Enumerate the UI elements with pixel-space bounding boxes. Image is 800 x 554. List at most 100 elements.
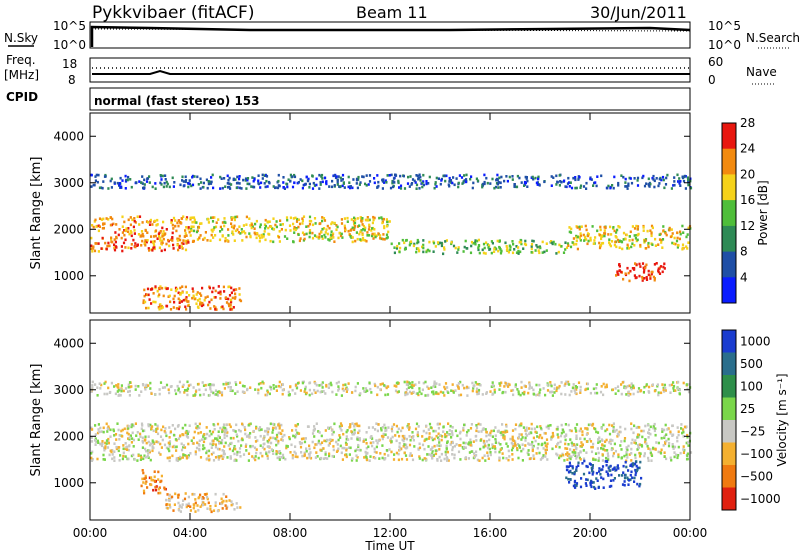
power-cell	[445, 239, 448, 242]
velocity-cell	[394, 434, 397, 437]
velocity-cell	[288, 436, 291, 439]
velocity-cell	[127, 437, 130, 440]
velocity-cell	[385, 449, 388, 452]
velocity-cell	[371, 426, 374, 429]
velocity-cell	[482, 441, 485, 444]
power-cell	[624, 237, 627, 241]
velocity-cell	[313, 380, 316, 384]
velocity-cell	[231, 503, 234, 506]
power-cell	[94, 175, 97, 178]
velocity-cell	[322, 457, 325, 460]
power-cell	[121, 215, 124, 219]
power-cell	[422, 183, 425, 187]
velocity-cell	[324, 451, 327, 454]
power-colorbar-tick: 12	[740, 219, 755, 233]
velocity-cell	[363, 390, 366, 393]
velocity-cell	[483, 442, 486, 446]
velocity-cell	[226, 456, 229, 459]
velocity-cell	[491, 381, 494, 384]
power-cell	[493, 250, 496, 253]
velocity-cell	[670, 458, 673, 462]
power-cell	[245, 187, 248, 190]
velocity-cell	[610, 448, 613, 452]
velocity-cell	[436, 422, 440, 426]
velocity-cell	[525, 429, 528, 432]
velocity-cell	[455, 443, 458, 446]
power-cell	[650, 272, 653, 276]
velocity-cell	[444, 382, 448, 385]
velocity-cell	[606, 460, 609, 463]
velocity-cell	[185, 456, 188, 460]
velocity-cell	[128, 437, 131, 441]
power-cell	[586, 242, 589, 246]
velocity-cell	[368, 459, 371, 462]
velocity-cell	[524, 436, 527, 440]
velocity-cell	[206, 507, 209, 510]
power-cell	[163, 248, 166, 252]
velocity-cell	[446, 459, 449, 462]
velocity-cell	[672, 433, 675, 437]
power-cell	[159, 285, 162, 288]
velocity-cell	[601, 468, 604, 471]
power-cell	[167, 295, 170, 298]
power-cell	[348, 181, 351, 184]
velocity-cell	[267, 445, 271, 448]
power-cell	[645, 276, 648, 279]
power-cell	[422, 243, 425, 247]
power-cell	[221, 221, 224, 224]
velocity-cell	[398, 442, 401, 445]
power-cell	[485, 176, 488, 180]
power-cell	[642, 271, 646, 274]
velocity-cell	[340, 429, 343, 432]
power-cell	[648, 185, 651, 188]
velocity-cell	[576, 455, 579, 458]
velocity-cell	[346, 388, 349, 391]
power-cell	[587, 239, 590, 243]
velocity-cell	[435, 449, 439, 452]
power-cell	[559, 180, 562, 183]
freq-panel	[89, 57, 691, 83]
velocity-cell	[376, 385, 379, 389]
velocity-cell	[553, 391, 556, 394]
power-cell	[361, 217, 364, 220]
velocity-cell	[179, 455, 182, 459]
velocity-cell	[289, 451, 292, 454]
velocity-cell	[269, 422, 272, 426]
power-cell	[251, 176, 254, 179]
power-cell	[417, 249, 421, 253]
velocity-cell	[568, 453, 571, 456]
velocity-cell	[381, 437, 384, 441]
velocity-cell	[238, 447, 242, 450]
power-cell	[613, 243, 616, 247]
velocity-cell	[617, 453, 620, 456]
power-cell	[191, 240, 195, 243]
power-cell	[627, 247, 631, 250]
power-cell	[657, 243, 660, 246]
velocity-cell	[596, 431, 600, 434]
velocity-cell	[559, 454, 562, 458]
power-cell	[396, 244, 399, 248]
velocity-cell	[492, 392, 495, 396]
velocity-cell	[441, 435, 444, 438]
power-cell	[210, 216, 213, 220]
power-cell	[607, 233, 610, 236]
power-cell	[677, 180, 680, 183]
velocity-cell	[556, 425, 559, 429]
power-cell	[304, 182, 307, 186]
velocity-cell	[159, 480, 162, 484]
power-cell	[379, 234, 382, 237]
velocity-cell	[425, 437, 428, 441]
power-cell	[660, 241, 663, 244]
power-cell	[145, 180, 149, 183]
velocity-cell	[664, 440, 667, 444]
power-cell	[398, 242, 401, 245]
velocity-cell	[475, 450, 478, 454]
power-cell	[476, 239, 479, 243]
power-cell	[670, 187, 673, 190]
velocity-cell	[214, 443, 217, 446]
velocity-cell	[557, 386, 560, 390]
velocity-cell	[199, 505, 202, 508]
power-cell	[368, 225, 371, 228]
power-cell	[180, 245, 183, 248]
velocity-cell	[687, 444, 690, 447]
